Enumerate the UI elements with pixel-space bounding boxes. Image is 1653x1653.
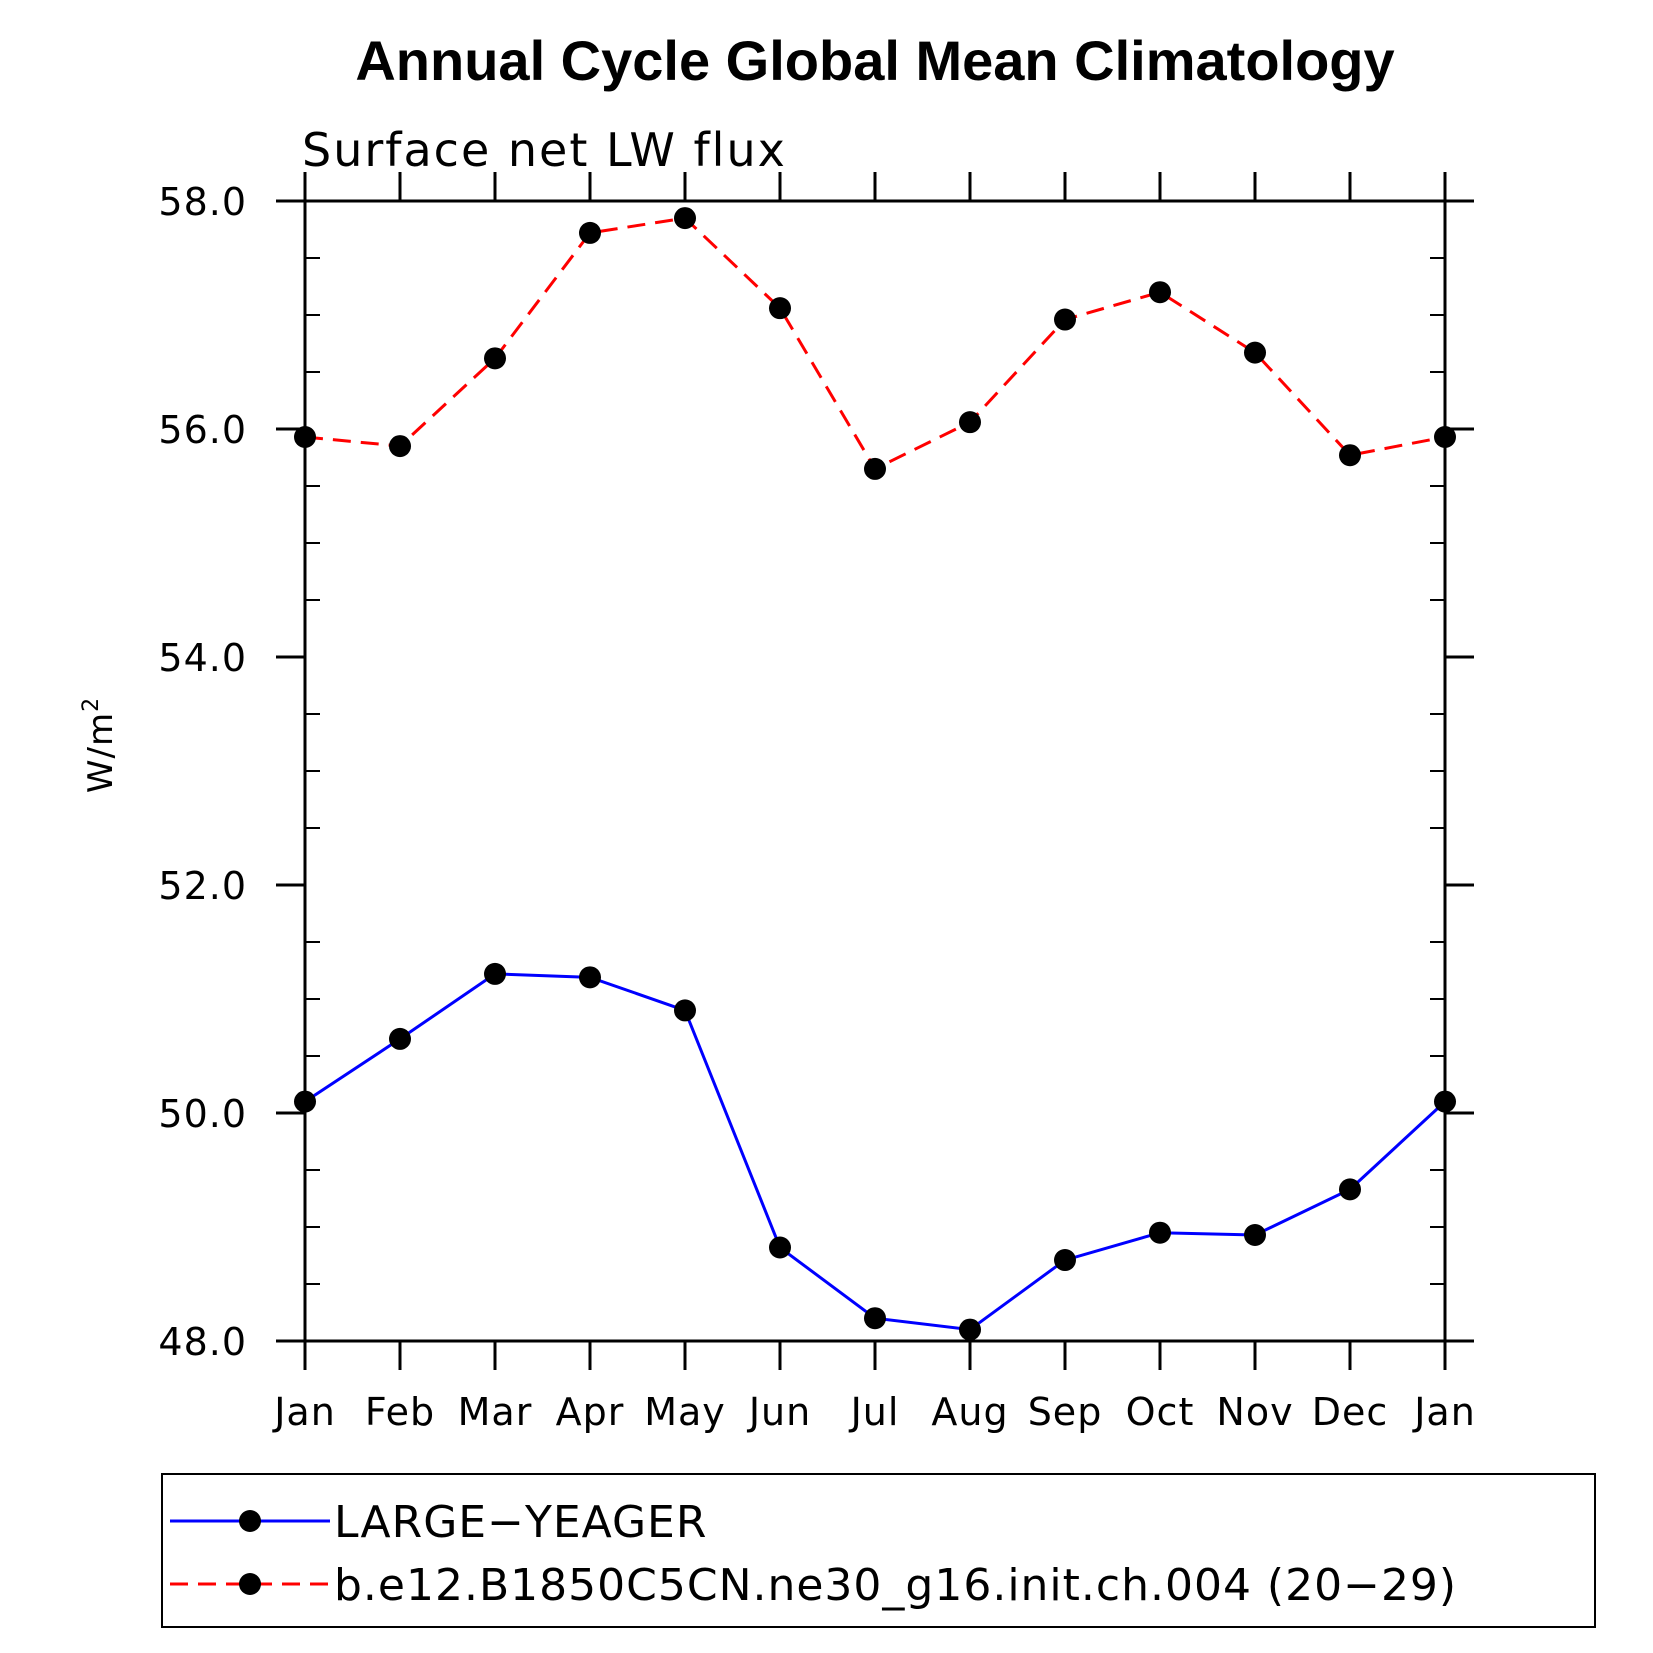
series-2-point	[674, 207, 696, 230]
series-2-point	[769, 297, 791, 320]
legend-label-1: LARGE−YEAGER	[334, 1497, 707, 1548]
series-2-point	[1054, 308, 1076, 331]
series-2-point	[1434, 425, 1456, 448]
y-tick-label: 58.0	[158, 180, 247, 224]
series-line-2	[304, 216, 1446, 471]
series-1-point	[1434, 1090, 1456, 1113]
axes: Jan Feb Mar Apr May Jun Jul Aug Sep Oct Nov Dec Jan 4…	[158, 172, 1475, 1434]
y-axis-label-text: W/m	[81, 712, 121, 793]
series-1-point	[484, 962, 506, 985]
series-2-point	[294, 425, 316, 448]
x-tick-label: Oct	[1126, 1390, 1195, 1434]
series-1-point	[294, 1090, 316, 1113]
series-1-point	[1244, 1223, 1266, 1246]
series-1-point	[1149, 1221, 1171, 1244]
legend: LARGE−YEAGER b.e12.B1850C5CN.ne30_g16.ini…	[161, 1473, 1596, 1628]
series-2-point	[1244, 341, 1266, 364]
x-tick-label: Jul	[849, 1390, 900, 1434]
x-tick-label: Jan	[272, 1390, 336, 1434]
series-1-point	[769, 1236, 791, 1259]
series-2-point	[1339, 444, 1361, 467]
plot-frame	[303, 199, 1447, 1343]
series-1-point	[579, 966, 601, 989]
series-1-point	[1054, 1249, 1076, 1272]
series-2-point	[579, 221, 601, 244]
x-tick-label: Apr	[556, 1390, 625, 1434]
y-tick-label: 50.0	[158, 1092, 247, 1136]
y-axis-label-superscript: 2	[79, 697, 104, 712]
chart-title: Annual Cycle Global Mean Climatology	[355, 29, 1394, 92]
y-axis-label: W/m2	[79, 697, 121, 793]
chart-subtitle: Surface net LW flux	[302, 123, 787, 177]
x-tick-label: Mar	[458, 1390, 533, 1434]
y-tick-label: 54.0	[158, 636, 247, 680]
series-1-point	[389, 1027, 411, 1050]
series-layer	[294, 207, 1456, 1341]
series-1-point	[959, 1318, 981, 1341]
x-tick-label: Aug	[931, 1390, 1008, 1434]
legend-box	[161, 1473, 1596, 1628]
x-tick-label: Sep	[1028, 1390, 1103, 1434]
series-2-point	[864, 457, 886, 480]
series-2-point	[959, 411, 981, 434]
series-1-point	[864, 1307, 886, 1330]
series-2-point	[484, 347, 506, 370]
y-tick-label: 56.0	[158, 408, 247, 452]
y-tick-label: 48.0	[158, 1320, 247, 1364]
y-tick-label: 52.0	[158, 864, 247, 908]
x-tick-label: May	[644, 1390, 726, 1434]
series-2-point	[1149, 281, 1171, 304]
x-tick-label: Dec	[1312, 1390, 1389, 1434]
series-2-point	[389, 435, 411, 458]
legend-marker-2	[239, 1573, 261, 1595]
series-1-point	[674, 999, 696, 1022]
series-1-point	[1339, 1178, 1361, 1201]
x-tick-label: Jun	[747, 1390, 811, 1434]
series-line-1	[304, 972, 1447, 1332]
legend-label-2: b.e12.B1850C5CN.ne30_g16.init.ch.004 (20…	[334, 1560, 1457, 1611]
legend-marker-1	[239, 1510, 261, 1532]
x-tick-label: Feb	[365, 1390, 435, 1434]
x-tick-label: Nov	[1216, 1390, 1293, 1434]
x-tick-label: Jan	[1412, 1390, 1476, 1434]
